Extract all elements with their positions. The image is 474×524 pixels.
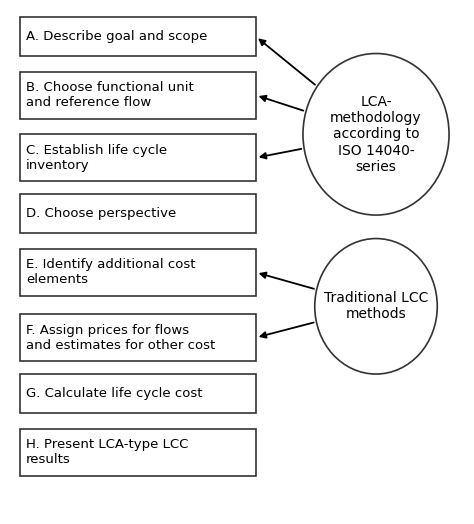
Text: E. Identify additional cost
elements: E. Identify additional cost elements (26, 258, 195, 287)
Text: G. Calculate life cycle cost: G. Calculate life cycle cost (26, 387, 202, 400)
Text: D. Choose perspective: D. Choose perspective (26, 208, 176, 220)
Text: F. Assign prices for flows
and estimates for other cost: F. Assign prices for flows and estimates… (26, 324, 215, 352)
Circle shape (315, 238, 438, 374)
FancyBboxPatch shape (20, 429, 256, 476)
FancyBboxPatch shape (20, 314, 256, 361)
FancyBboxPatch shape (20, 249, 256, 296)
Text: B. Choose functional unit
and reference flow: B. Choose functional unit and reference … (26, 81, 194, 109)
Text: H. Present LCA-type LCC
results: H. Present LCA-type LCC results (26, 438, 188, 466)
FancyBboxPatch shape (20, 72, 256, 118)
Text: Traditional LCC
methods: Traditional LCC methods (324, 291, 428, 321)
Text: C. Establish life cycle
inventory: C. Establish life cycle inventory (26, 144, 167, 172)
FancyBboxPatch shape (20, 374, 256, 413)
Text: A. Describe goal and scope: A. Describe goal and scope (26, 30, 207, 43)
Circle shape (303, 53, 449, 215)
FancyBboxPatch shape (20, 17, 256, 56)
FancyBboxPatch shape (20, 134, 256, 181)
Text: LCA-
methodology
according to
ISO 14040-
series: LCA- methodology according to ISO 14040-… (330, 95, 422, 173)
FancyBboxPatch shape (20, 194, 256, 233)
